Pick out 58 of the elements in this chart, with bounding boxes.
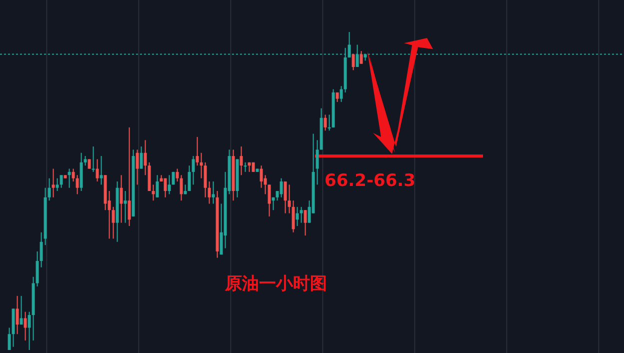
candlestick [192, 156, 195, 186]
candlestick [124, 190, 127, 224]
candlestick [100, 156, 103, 186]
candlestick [316, 140, 319, 186]
candlestick [76, 174, 79, 195]
candlestick [200, 152, 203, 179]
candlestick [212, 180, 215, 204]
candlestick [208, 180, 211, 204]
candlestick [16, 295, 19, 335]
candlestick [144, 140, 147, 176]
candlestick [20, 295, 23, 326]
candlestick [164, 178, 167, 198]
candlestick [96, 158, 99, 182]
candlestick [140, 146, 143, 170]
candlestick [128, 126, 131, 226]
candlestick [84, 156, 87, 166]
candlestick [180, 174, 183, 202]
candlestick [52, 168, 55, 198]
candlestick [56, 178, 59, 192]
candlestick [60, 174, 63, 188]
candlestick [176, 168, 179, 182]
candlestick [72, 168, 75, 182]
candlestick [48, 178, 51, 202]
candlestick [240, 146, 243, 176]
annotation: 66.2-66.3 [324, 171, 416, 191]
candlestick [68, 168, 71, 188]
candlestick [296, 206, 299, 226]
candlestick [244, 162, 247, 172]
candlestick [92, 146, 95, 172]
candlestick [24, 311, 27, 341]
candlestick [8, 327, 11, 350]
candlestick [196, 136, 199, 166]
candlestick [156, 174, 159, 198]
candlestick [188, 165, 191, 192]
candlestick [268, 184, 271, 217]
candlestick [324, 114, 327, 132]
candlestick [340, 86, 343, 102]
candlestick [288, 184, 291, 214]
candlestick [280, 178, 283, 198]
candlestick [304, 210, 307, 236]
candlestick [352, 54, 355, 71]
candlestick [136, 149, 139, 186]
candlestick [272, 196, 275, 211]
candlestick [36, 250, 39, 287]
candlestick [28, 311, 31, 350]
candlestick [300, 206, 303, 224]
annotation: 原油一小时图 [224, 274, 327, 294]
candlestick [292, 200, 295, 233]
candlestick [360, 50, 363, 64]
candlestick [40, 232, 43, 268]
candlestick [260, 165, 263, 188]
candlestick [120, 174, 123, 224]
candlestick [152, 184, 155, 202]
candlestick [112, 206, 115, 240]
candlestick [168, 174, 171, 195]
candlestick [328, 114, 331, 132]
candlestick [204, 162, 207, 198]
candlestick [284, 180, 287, 214]
